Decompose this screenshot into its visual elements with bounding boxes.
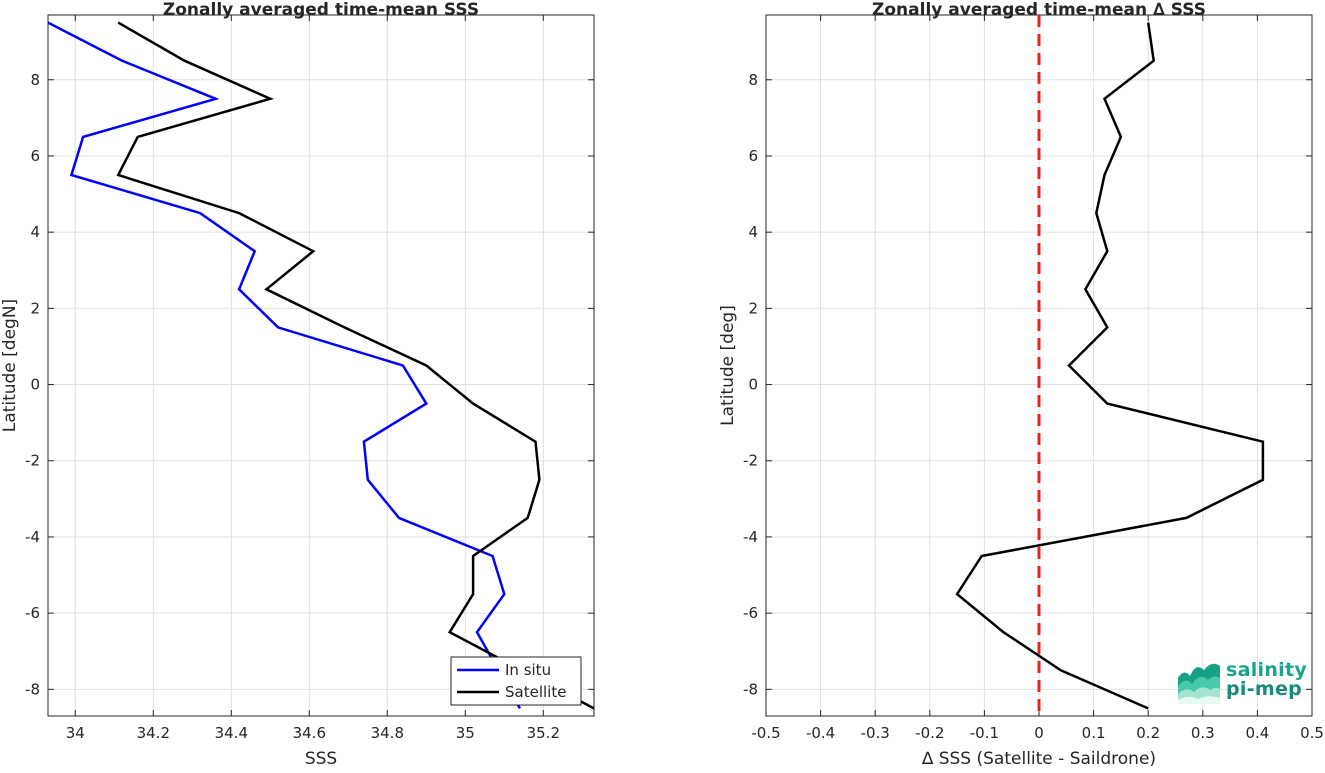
- x-tick-label: 34.2: [137, 724, 170, 742]
- plot-title: Zonally averaged time-mean SSS: [163, 0, 479, 20]
- x-tick-label: 0.4: [1245, 724, 1269, 742]
- sss-profile-plot: 34 34.2 34.4 34.6 34.8 35 35.2 -8 -6 -4 -2 0 2 4 6 8 In …: [0, 0, 595, 769]
- plot-title: Zonally averaged time-mean ∆ SSS: [872, 0, 1206, 20]
- y-tick-label: -6: [25, 604, 40, 622]
- y-tick-label: 8: [748, 71, 758, 89]
- y-tick-label: -4: [25, 528, 40, 546]
- y-tick-label: 2: [748, 299, 758, 317]
- y-axis-label: Latitude [deg]: [718, 305, 738, 426]
- legend-box: [450, 656, 582, 706]
- x-tick-label: -0.4: [806, 724, 835, 742]
- y-axis-label: Latitude [degN]: [0, 299, 20, 432]
- delta-sss-profile-plot: -0.5 -0.4 -0.3 -0.2 -0.1 0 0.1 0.2 0.3 0.4 0.5 -8 -6…: [718, 0, 1324, 769]
- y-tick-label: -8: [743, 680, 758, 698]
- series-line-in-situ: [48, 21, 521, 710]
- salinity-pi-mep-logo: salinity pi-mep: [1174, 656, 1314, 706]
- x-tick-label: 0.3: [1191, 724, 1215, 742]
- y-tick-label: 6: [30, 147, 40, 165]
- x-tick-label: -0.3: [861, 724, 890, 742]
- x-tick-label: 34.4: [215, 724, 248, 742]
- series-line-delta-sss: [955, 22, 1265, 710]
- series-line-satellite: [116, 21, 594, 710]
- y-tick-label: 4: [30, 223, 40, 241]
- x-tick-label: 35: [456, 724, 475, 742]
- y-tick-label: 8: [30, 71, 40, 89]
- y-tick-label: -6: [743, 604, 758, 622]
- logo-word-pi-mep: pi-mep: [1226, 678, 1303, 700]
- y-tick-label: 0: [748, 376, 758, 394]
- x-tick-label: 34: [66, 724, 85, 742]
- x-tick-label: -0.5: [751, 724, 780, 742]
- legend-label: In situ: [505, 661, 551, 679]
- x-tick-label: 0: [1034, 724, 1044, 742]
- x-tick-label: 0.2: [1136, 724, 1160, 742]
- y-tick-label: -4: [743, 528, 758, 546]
- y-tick-label: 6: [748, 147, 758, 165]
- x-tick-label: 0.1: [1082, 724, 1106, 742]
- y-tick-label: 4: [748, 223, 758, 241]
- wave-icon: [1178, 663, 1220, 704]
- logo-word-salinity: salinity: [1226, 659, 1308, 681]
- y-tick-label: -8: [25, 680, 40, 698]
- legend-label: Satellite: [505, 683, 566, 701]
- x-tick-label: 34.6: [293, 724, 326, 742]
- y-tick-label: 0: [30, 376, 40, 394]
- y-tick-label: -2: [25, 452, 40, 470]
- x-tick-label: -0.2: [915, 724, 944, 742]
- x-tick-label: 0.5: [1300, 724, 1324, 742]
- x-axis-label: ∆ SSS (Satellite - Saildrone): [921, 749, 1156, 769]
- y-tick-label: 2: [30, 299, 40, 317]
- y-tick-label: -2: [743, 452, 758, 470]
- x-axis-label: SSS: [305, 749, 337, 769]
- axes-box: [47, 14, 595, 717]
- x-tick-label: -0.1: [970, 724, 999, 742]
- x-tick-label: 34.8: [371, 724, 404, 742]
- x-tick-label: 35.2: [527, 724, 560, 742]
